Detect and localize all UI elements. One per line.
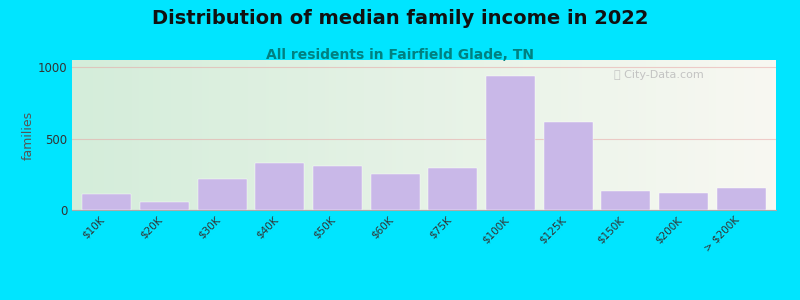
Text: ⓘ City-Data.com: ⓘ City-Data.com (614, 70, 704, 80)
Bar (486, 76, 535, 210)
Bar (255, 163, 304, 210)
Bar (544, 122, 593, 210)
Bar (313, 166, 362, 210)
Bar (198, 179, 246, 210)
Bar (659, 193, 708, 210)
Bar (428, 168, 478, 210)
Text: All residents in Fairfield Glade, TN: All residents in Fairfield Glade, TN (266, 48, 534, 62)
Bar (370, 174, 420, 210)
Bar (140, 202, 189, 210)
Bar (602, 191, 650, 210)
Bar (82, 194, 131, 210)
Y-axis label: families: families (22, 110, 34, 160)
Bar (717, 188, 766, 210)
Text: Distribution of median family income in 2022: Distribution of median family income in … (152, 9, 648, 28)
